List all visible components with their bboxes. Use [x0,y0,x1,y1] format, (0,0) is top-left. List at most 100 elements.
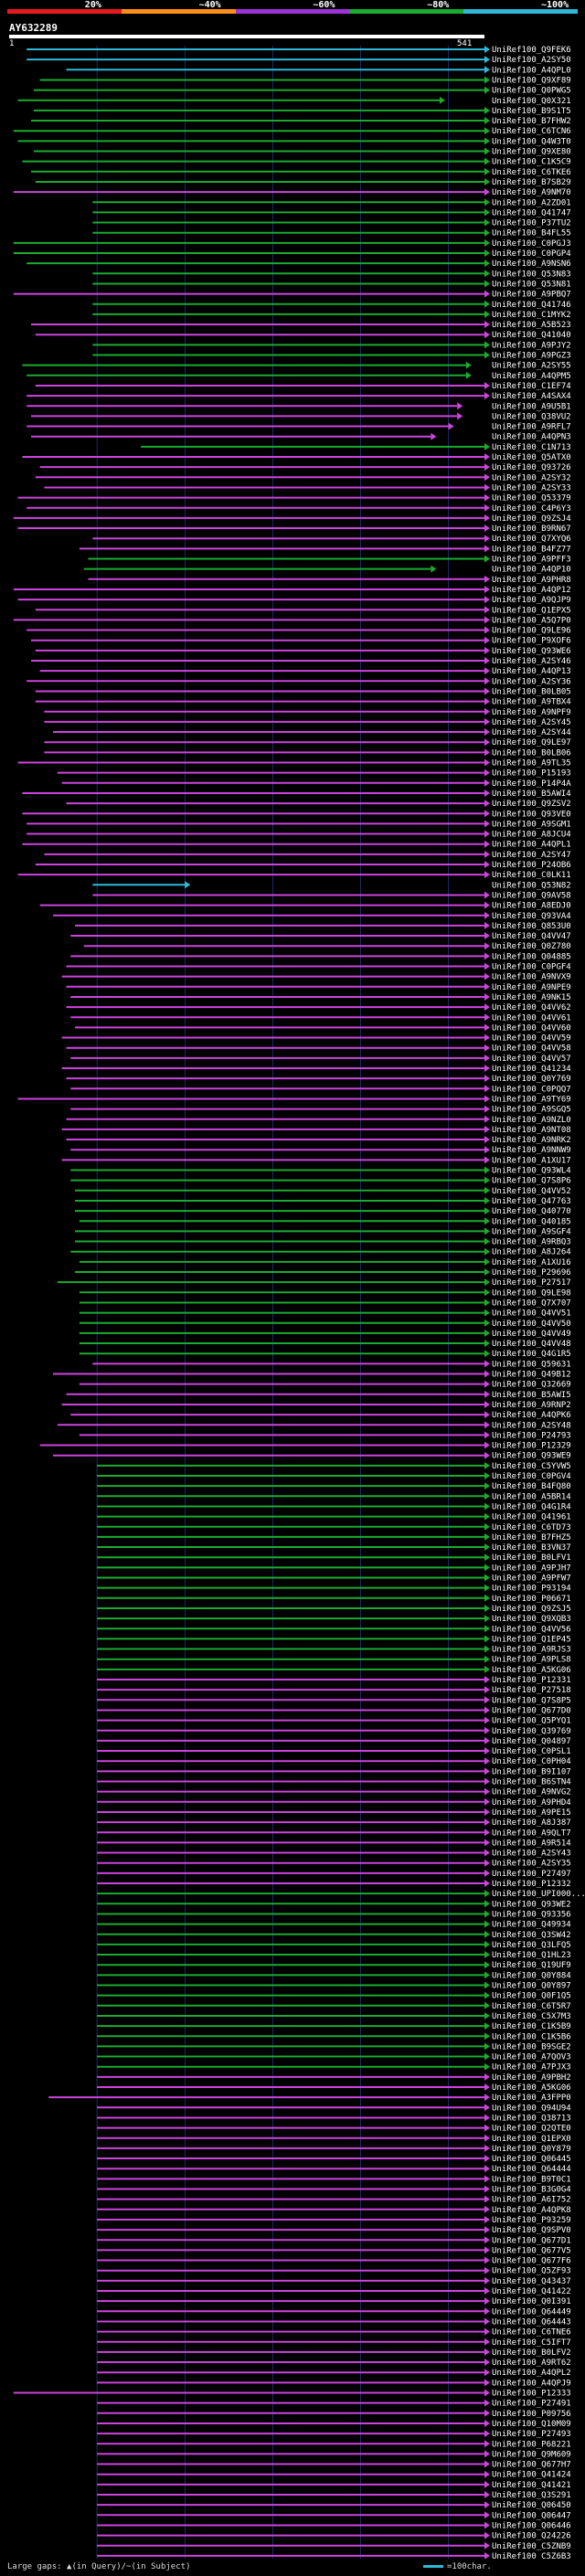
hit-label[interactable]: UniRef100_A9NVG2 [492,1788,571,1797]
hit-label[interactable]: UniRef100_Q93356 [492,1910,571,1919]
hit-label[interactable]: UniRef100_P24793 [492,1431,571,1440]
hit-label[interactable]: UniRef100_A2ZD01 [492,198,571,207]
hit-label[interactable]: UniRef100_C0PGV4 [492,1472,571,1481]
hit-label[interactable]: UniRef100_Q41961 [492,1513,571,1522]
hit-label[interactable]: UniRef100_A9PLS8 [492,1656,571,1665]
hit-label[interactable]: UniRef100_P27493 [492,2430,571,2439]
hit-label[interactable]: UniRef100_Q39769 [492,1727,571,1736]
hit-label[interactable]: UniRef100_A4QPN3 [492,433,571,442]
hit-label[interactable]: UniRef100_Q41422 [492,2287,571,2296]
hit-label[interactable]: UniRef100_Q4VV59 [492,1034,571,1044]
hit-label[interactable]: UniRef100_A8J264 [492,1248,571,1257]
hit-label[interactable]: UniRef100_C5X7M3 [492,2012,571,2021]
hit-label[interactable]: UniRef100_A8J387 [492,1818,571,1828]
hit-label[interactable]: UniRef100_Q3LFQ5 [492,1941,571,1950]
hit-label[interactable]: UniRef100_A4QPL0 [492,66,571,75]
hit-label[interactable]: UniRef100_UPI000... [492,1890,585,1899]
hit-label[interactable]: UniRef100_Q93WE6 [492,647,571,656]
hit-label[interactable]: UniRef100_A8EDJ0 [492,902,571,911]
hit-label[interactable]: UniRef100_B7FHW2 [492,117,571,126]
hit-label[interactable]: UniRef100_P37TU2 [492,219,571,228]
hit-label[interactable]: UniRef100_Q1EPX0 [492,2135,571,2144]
hit-label[interactable]: UniRef100_Q64443 [492,2317,571,2327]
hit-label[interactable]: UniRef100_Q9LE98 [492,1288,571,1298]
hit-label[interactable]: UniRef100_C5YVW5 [492,1462,571,1471]
hit-label[interactable]: UniRef100_B9RN67 [492,525,571,534]
hit-label[interactable]: UniRef100_A4QP12 [492,586,571,595]
hit-label[interactable]: UniRef100_B0LB05 [492,687,571,696]
hit-label[interactable]: UniRef100_A9TBX4 [492,698,571,707]
hit-label[interactable]: UniRef100_Q7S8P5 [492,1696,571,1705]
hit-label[interactable]: UniRef100_Q4VV56 [492,1625,571,1634]
hit-label[interactable]: UniRef100_A9PJY2 [492,341,571,350]
hit-label[interactable]: UniRef100_A9NM70 [492,188,571,197]
hit-label[interactable]: UniRef100_Q9ZSV2 [492,800,571,809]
hit-label[interactable]: UniRef100_A2SY55 [492,362,571,371]
hit-label[interactable]: UniRef100_Q41040 [492,331,571,340]
hit-label[interactable]: UniRef100_A9QLT7 [492,1829,571,1838]
hit-label[interactable]: UniRef100_Q19UF9 [492,1961,571,1970]
hit-label[interactable]: UniRef100_P12331 [492,1676,571,1685]
hit-label[interactable]: UniRef100_Q677D1 [492,2236,571,2245]
hit-label[interactable]: UniRef100_Q0Y879 [492,2145,571,2154]
hit-label[interactable]: UniRef100_A4QP13 [492,667,571,676]
hit-label[interactable]: UniRef100_Q24226 [492,2532,571,2541]
hit-label[interactable]: UniRef100_A9NZL0 [492,1116,571,1125]
hit-label[interactable]: UniRef100_B7FHZ5 [492,1533,571,1542]
hit-label[interactable]: UniRef100_Q4VV58 [492,1044,571,1054]
hit-label[interactable]: UniRef100_A9PFW7 [492,1574,571,1584]
hit-label[interactable]: UniRef100_A9TL35 [492,759,571,769]
hit-label[interactable]: UniRef100_Q06445 [492,2155,571,2164]
hit-label[interactable]: UniRef100_Q93WE9 [492,1452,571,1461]
hit-label[interactable]: UniRef100_Q64444 [492,2165,571,2174]
hit-label[interactable]: UniRef100_Q41421 [492,2481,571,2490]
hit-label[interactable]: UniRef100_A9SGM1 [492,820,571,829]
hit-label[interactable]: UniRef100_A6I752 [492,2196,571,2205]
hit-label[interactable]: UniRef100_A9RBQ3 [492,1238,571,1247]
hit-label[interactable]: UniRef100_A9U5B1 [492,402,571,411]
hit-label[interactable]: UniRef100_C0PQQ7 [492,1085,571,1094]
hit-label[interactable]: UniRef100_Q0Y884 [492,1971,571,1980]
hit-label[interactable]: UniRef100_Q9SPV0 [492,2226,571,2235]
hit-label[interactable]: UniRef100_A5BR14 [492,1492,571,1501]
hit-label[interactable]: UniRef100_P27517 [492,1278,571,1288]
hit-label[interactable]: UniRef100_Q32669 [492,1381,571,1390]
hit-label[interactable]: UniRef100_A5KG06 [492,2083,571,2093]
hit-label[interactable]: UniRef100_C6TD73 [492,1523,571,1532]
hit-label[interactable]: UniRef100_P29696 [492,1268,571,1277]
hit-label[interactable]: UniRef100_A5B523 [492,321,571,330]
hit-label[interactable]: UniRef100_Q4VV48 [492,1340,571,1349]
hit-label[interactable]: UniRef100_Q4VV61 [492,1013,571,1023]
hit-label[interactable]: UniRef100_C0PGP4 [492,249,571,259]
hit-label[interactable]: UniRef100_Q0F1Q5 [492,1992,571,2001]
hit-label[interactable]: UniRef100_P27497 [492,1870,571,1879]
hit-label[interactable]: UniRef100_C1K5C9 [492,158,571,167]
hit-label[interactable]: UniRef100_C0PGF4 [492,963,571,972]
hit-label[interactable]: UniRef100_B0LFV2 [492,2348,571,2358]
hit-label[interactable]: UniRef100_A9PHD4 [492,1798,571,1807]
hit-label[interactable]: UniRef100_Q93WE2 [492,1900,571,1909]
hit-label[interactable]: UniRef100_Q93VE0 [492,810,571,819]
hit-label[interactable]: UniRef100_Q9AV58 [492,891,571,900]
hit-label[interactable]: UniRef100_B9I107 [492,1767,571,1776]
hit-label[interactable]: UniRef100_Q4VV57 [492,1055,571,1064]
hit-label[interactable]: UniRef100_Q9LE96 [492,627,571,636]
hit-label[interactable]: UniRef100_Q4VV60 [492,1023,571,1033]
hit-label[interactable]: UniRef100_A9RT62 [492,2359,571,2368]
hit-label[interactable]: UniRef100_A9NVX9 [492,973,571,982]
hit-label[interactable]: UniRef100_Q04885 [492,952,571,961]
hit-label[interactable]: UniRef100_A7QOV3 [492,2053,571,2062]
hit-label[interactable]: UniRef100_Q9LE97 [492,738,571,747]
hit-label[interactable]: UniRef100_A9RFL7 [492,423,571,432]
hit-label[interactable]: UniRef100_A9PBH2 [492,2073,571,2083]
hit-label[interactable]: UniRef100_Q06450 [492,2501,571,2510]
hit-label[interactable]: UniRef100_Q0Y769 [492,1075,571,1084]
hit-label[interactable]: UniRef100_B4FZ77 [492,545,571,554]
hit-label[interactable]: UniRef100_Q4VV49 [492,1330,571,1339]
hit-label[interactable]: UniRef100_A9NPF9 [492,708,571,717]
hit-label[interactable]: UniRef100_A9RJS3 [492,1646,571,1655]
hit-label[interactable]: UniRef100_C6T5R7 [492,2002,571,2011]
hit-label[interactable]: UniRef100_Q4G1R4 [492,1502,571,1511]
hit-label[interactable]: UniRef100_Q49B12 [492,1371,571,1380]
hit-label[interactable]: UniRef100_A9PGZ3 [492,352,571,361]
